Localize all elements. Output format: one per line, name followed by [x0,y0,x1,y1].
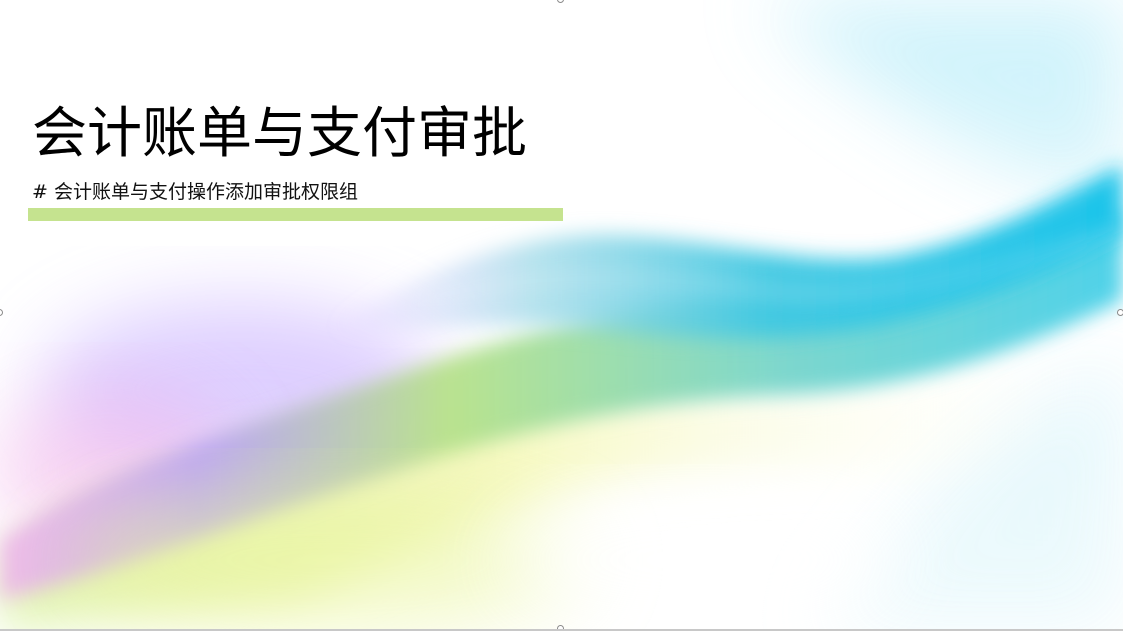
slide-title[interactable]: 会计账单与支付审批 [32,101,528,165]
resize-handle-bottom[interactable] [557,625,564,631]
accent-bar [28,208,563,221]
resize-handle-right[interactable] [1117,309,1123,316]
slide-bottom-edge [0,629,1123,631]
slide-subtitle[interactable]: # 会计账单与支付操作添加审批权限组 [32,181,358,203]
